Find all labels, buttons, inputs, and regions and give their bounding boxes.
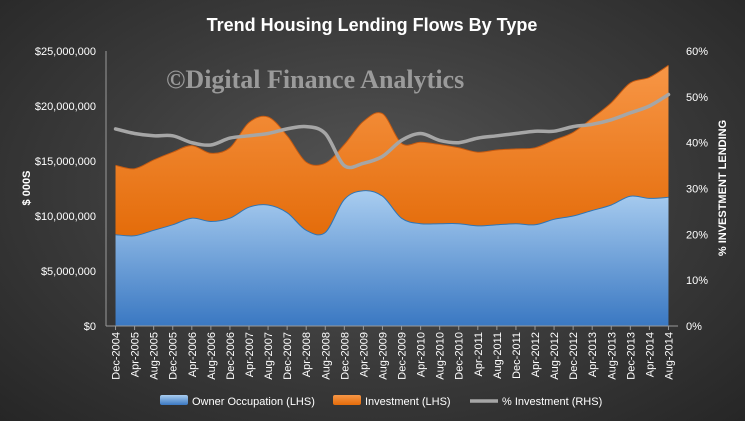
- x-tick-label: Aug-2009: [378, 332, 390, 380]
- x-tick-label: Apr-2012: [530, 332, 542, 377]
- x-tick-label: Dec-2004: [111, 332, 123, 380]
- x-tick-label: Aug-2014: [664, 332, 676, 380]
- left-axis-ticks: $0 $5,000,000 $10,000,000 $15,000,000 $20,00…: [35, 46, 96, 333]
- x-tick-label: Apr-2008: [301, 332, 313, 377]
- legend-label: Owner Occupation (LHS): [192, 396, 315, 408]
- legend-swatch-owner-occupation: [160, 395, 188, 405]
- right-tick-label: 30%: [686, 184, 708, 196]
- left-tick-label: $15,000,000: [35, 156, 96, 168]
- left-tick-label: $10,000,000: [35, 211, 96, 223]
- x-tick-label: Dec-2013: [625, 332, 637, 380]
- investment-share-line: [113, 92, 671, 170]
- x-tick-label: Apr-2013: [587, 332, 599, 377]
- legend-label: Investment (LHS): [365, 396, 451, 408]
- investment-area-edge: [115, 64, 669, 170]
- x-tick-label: Dec-2009: [397, 332, 409, 380]
- x-tick-label: Dec-2012: [568, 332, 580, 380]
- owner-occupation-area-edge: [115, 190, 669, 237]
- right-tick-label: 40%: [686, 138, 708, 150]
- axes-layer: [105, 51, 678, 327]
- watermark-text: ©Digital Finance Analytics: [166, 65, 464, 94]
- left-tick-label: $20,000,000: [35, 101, 96, 113]
- x-tick-label: Apr-2006: [187, 332, 199, 377]
- x-tick-label: Dec-2007: [282, 332, 294, 380]
- left-axis-label: $ 000S: [21, 171, 33, 206]
- x-tick-label: Apr-2005: [130, 332, 142, 377]
- owner-occupation-area: [115, 190, 669, 326]
- legend-swatch-investment: [333, 395, 361, 405]
- right-tick-label: 0%: [686, 321, 702, 333]
- x-tick-label: Aug-2005: [149, 332, 161, 380]
- x-tick-label: Aug-2013: [606, 332, 618, 380]
- x-tick-label: Aug-2008: [320, 332, 332, 380]
- x-tick-label: Aug-2011: [492, 332, 504, 379]
- area-layer: [115, 64, 669, 326]
- x-tick-label: Aug-2007: [263, 332, 275, 380]
- x-tick-label: Aug-2010: [435, 332, 447, 380]
- x-tick-label: Apr-2011: [473, 332, 485, 376]
- x-tick-label: Apr-2007: [244, 332, 256, 377]
- left-tick-label: $0: [84, 321, 96, 333]
- x-tick-label: Aug-2006: [206, 332, 218, 380]
- legend-label: % Investment (RHS): [502, 396, 602, 408]
- x-tick-label: Dec-2010: [454, 332, 466, 380]
- right-tick-label: 20%: [686, 229, 708, 241]
- chart-title: Trend Housing Lending Flows By Type: [207, 15, 538, 35]
- x-tick-label: Apr-2010: [416, 332, 428, 377]
- right-axis-ticks: 0% 10% 20% 30% 40% 50% 60%: [686, 46, 708, 333]
- right-axis-label: % INVESTMENT LENDING: [717, 120, 729, 256]
- x-axis-ticks: Dec-2004 Apr-2005 Aug-2005 Dec-2005 Apr-2006…: [111, 326, 676, 380]
- right-tick-label: 10%: [686, 275, 708, 287]
- legend: Owner Occupation (LHS) Investment (LHS) % …: [160, 395, 602, 408]
- x-tick-label: Dec-2011: [511, 332, 523, 379]
- line-layer: [113, 92, 671, 170]
- x-tick-label: Aug-2012: [549, 332, 561, 380]
- x-tick-label: Dec-2005: [168, 332, 180, 380]
- right-tick-label: 60%: [686, 46, 708, 58]
- x-tick-label: Apr-2014: [644, 332, 656, 377]
- x-tick-label: Apr-2009: [358, 332, 370, 377]
- x-tick-label: Dec-2006: [225, 332, 237, 380]
- x-tick-label: Dec-2008: [339, 332, 351, 380]
- right-tick-label: 50%: [686, 92, 708, 104]
- left-tick-label: $25,000,000: [35, 46, 96, 58]
- left-tick-label: $5,000,000: [41, 266, 96, 278]
